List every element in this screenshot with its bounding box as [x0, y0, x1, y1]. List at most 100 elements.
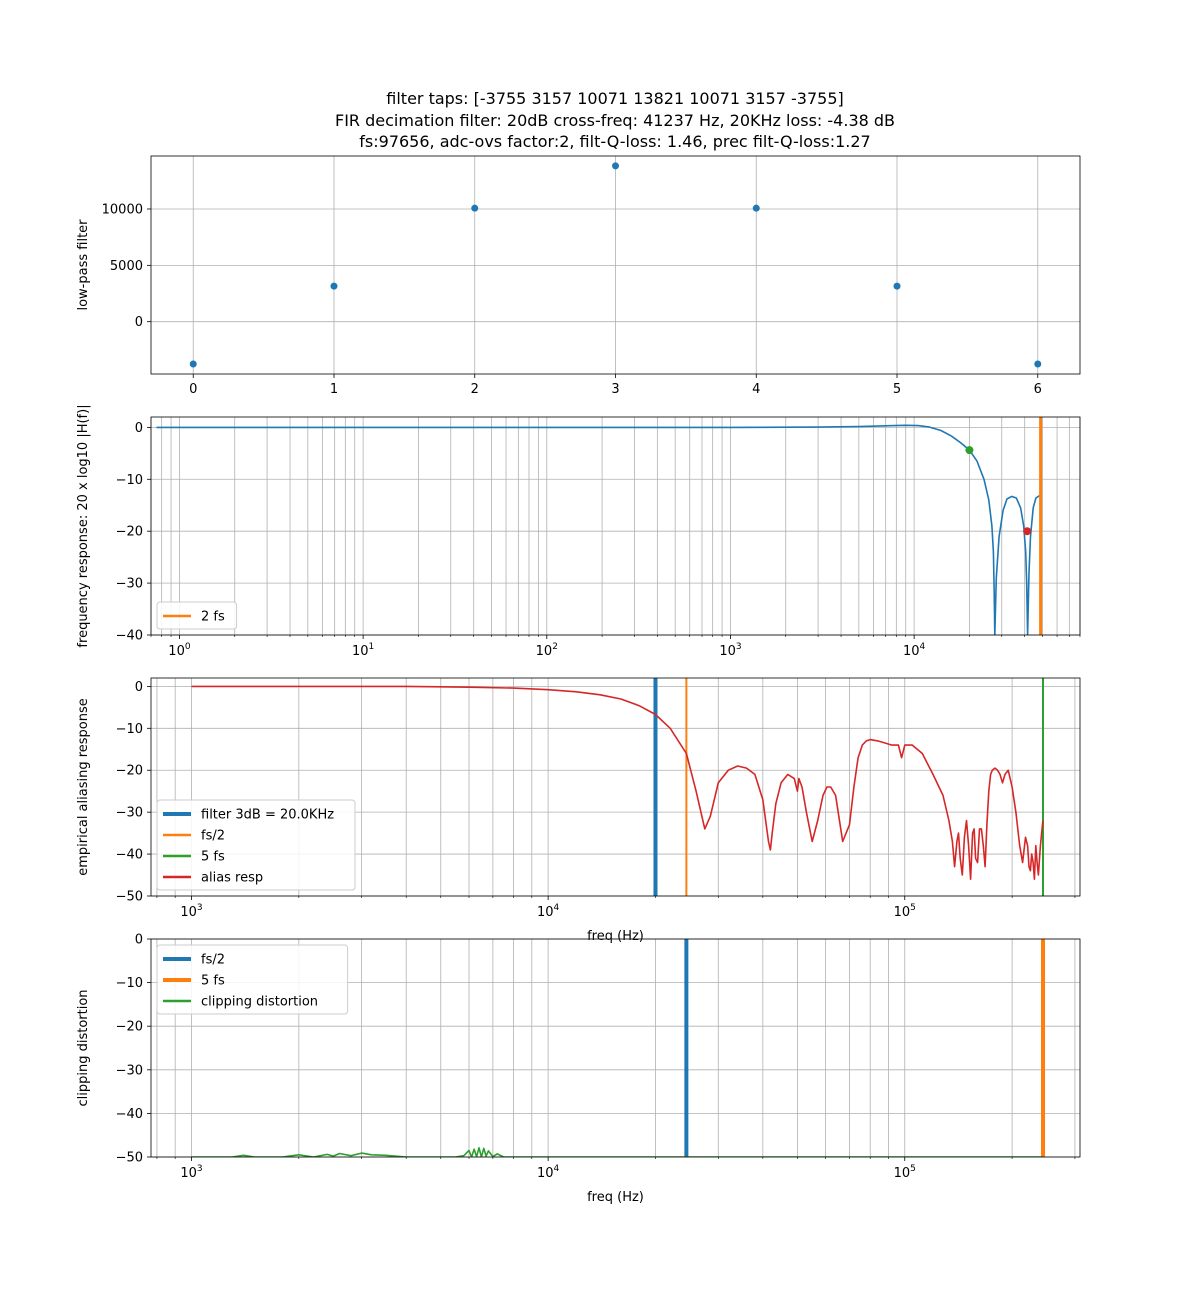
- x-tick-exp: 4: [920, 642, 926, 652]
- legend-frame: [156, 601, 238, 630]
- x-tick-label: 104: [537, 903, 560, 920]
- legend: 2 fs: [156, 601, 238, 630]
- legend-label: fs/2: [201, 829, 225, 844]
- legend-frame: [156, 799, 356, 891]
- x-tick-label: 105: [894, 1164, 916, 1181]
- x-tick-base: 10: [903, 644, 920, 659]
- x-tick-base: 10: [894, 905, 911, 920]
- series-group: [191, 678, 1045, 896]
- x-tick-label: 102: [536, 642, 558, 659]
- legend-label: 5 fs: [201, 974, 225, 989]
- legend-frame: [156, 944, 349, 1015]
- x-tick-label: 105: [894, 903, 916, 920]
- legend-label: clipping distortion: [201, 995, 318, 1010]
- legend-label: 5 fs: [201, 850, 225, 865]
- y-tick-label: −20: [116, 764, 143, 779]
- y-tick-label: −10: [116, 976, 143, 991]
- y-axis-label: clipping distortion: [76, 989, 91, 1106]
- axes-frame: [150, 416, 1081, 636]
- y-tick-label: −50: [116, 890, 143, 905]
- y-tick-label: −30: [116, 1063, 143, 1078]
- subplot-1: 0 1 2 3 4 5 6 0 5000 10000 low-pass filter: [76, 155, 1081, 397]
- x-tick-label: 2: [471, 382, 479, 397]
- data-point: [893, 282, 901, 290]
- data-point: [330, 282, 338, 290]
- series-group: [156, 417, 1043, 635]
- chart-title-line2: FIR decimation filter: 20dB cross-freq: …: [334, 111, 896, 130]
- x-tick-base: 10: [168, 644, 185, 659]
- data-point: [189, 360, 197, 368]
- axes-frame: [150, 155, 1081, 375]
- legend-label: alias resp: [201, 871, 263, 886]
- x-tick-label: 104: [537, 1164, 560, 1181]
- y-tick-label: −50: [116, 1151, 143, 1166]
- x-tick-base: 10: [352, 644, 369, 659]
- y-tick-label: −30: [116, 577, 143, 592]
- x-tick-exp: 3: [736, 642, 742, 652]
- y-tick-label: −10: [116, 722, 143, 737]
- x-tick-base: 10: [180, 1166, 197, 1181]
- series-line: [191, 685, 1044, 881]
- x-tick-exp: 2: [552, 642, 558, 652]
- series-line: [156, 424, 1042, 635]
- x-tick-label: 3: [611, 382, 619, 397]
- x-tick-label: 4: [752, 382, 760, 397]
- x-tick-exp: 3: [197, 903, 203, 913]
- x-tick-label: 104: [903, 642, 926, 659]
- marker-point: [965, 446, 974, 455]
- x-tick-label: 6: [1034, 382, 1042, 397]
- y-tick-label: 0: [135, 421, 143, 436]
- x-axis-label: freq (Hz): [587, 929, 644, 944]
- y-axis-label: low-pass filter: [76, 219, 91, 311]
- series-group: [189, 162, 1042, 368]
- y-tick-label: 5000: [110, 259, 143, 274]
- x-tick-base: 10: [180, 905, 197, 920]
- x-tick-exp: 4: [554, 903, 560, 913]
- x-tick-exp: 1: [369, 642, 375, 652]
- x-axis-label: freq (Hz): [587, 1190, 644, 1205]
- x-tick-exp: 5: [910, 903, 916, 913]
- y-tick-label: 10000: [102, 202, 143, 217]
- y-tick-label: 0: [135, 315, 143, 330]
- x-tick-label: 0: [189, 382, 197, 397]
- x-tick-base: 10: [536, 644, 553, 659]
- x-tick-exp: 0: [185, 642, 191, 652]
- x-tick-label: 100: [168, 642, 191, 659]
- axes-frame: [150, 677, 1081, 897]
- y-tick-label: −20: [116, 525, 143, 540]
- series-line: [191, 1147, 1043, 1157]
- x-tick-label: 103: [180, 1164, 202, 1181]
- x-tick-base: 10: [719, 644, 736, 659]
- series-group: [191, 939, 1046, 1157]
- x-tick-exp: 5: [910, 1164, 916, 1174]
- y-tick-label: −10: [116, 473, 143, 488]
- x-tick-base: 10: [537, 1166, 554, 1181]
- legend: fs/2 5 fs clipping distortion: [156, 944, 349, 1015]
- y-tick-label: −20: [116, 1020, 143, 1035]
- x-tick-label: 5: [893, 382, 901, 397]
- x-tick-label: 103: [719, 642, 741, 659]
- x-tick-base: 10: [537, 905, 554, 920]
- x-tick-base: 10: [894, 1166, 911, 1181]
- y-tick-label: 0: [135, 680, 143, 695]
- legend-label: fs/2: [201, 953, 225, 968]
- x-tick-label: 1: [330, 382, 338, 397]
- data-point: [612, 162, 619, 170]
- y-axis-label: frequency response: 20 x log10 |H(f)|: [76, 404, 91, 647]
- x-tick-exp: 4: [554, 1164, 560, 1174]
- axes-frame: [150, 938, 1081, 1158]
- legend-label: filter 3dB = 20.0KHz: [201, 808, 334, 823]
- marker-point: [1023, 527, 1032, 536]
- x-tick-exp: 3: [197, 1164, 203, 1174]
- data-point: [471, 204, 479, 212]
- chart-title-line1: filter taps: [-3755 3157 10071 13821 100…: [386, 89, 844, 108]
- x-tick-label: 103: [180, 903, 202, 920]
- y-axis-label: empirical aliasing response: [76, 698, 91, 876]
- y-tick-label: 0: [135, 933, 143, 948]
- legend-label: 2 fs: [201, 610, 225, 625]
- data-point: [1034, 360, 1042, 368]
